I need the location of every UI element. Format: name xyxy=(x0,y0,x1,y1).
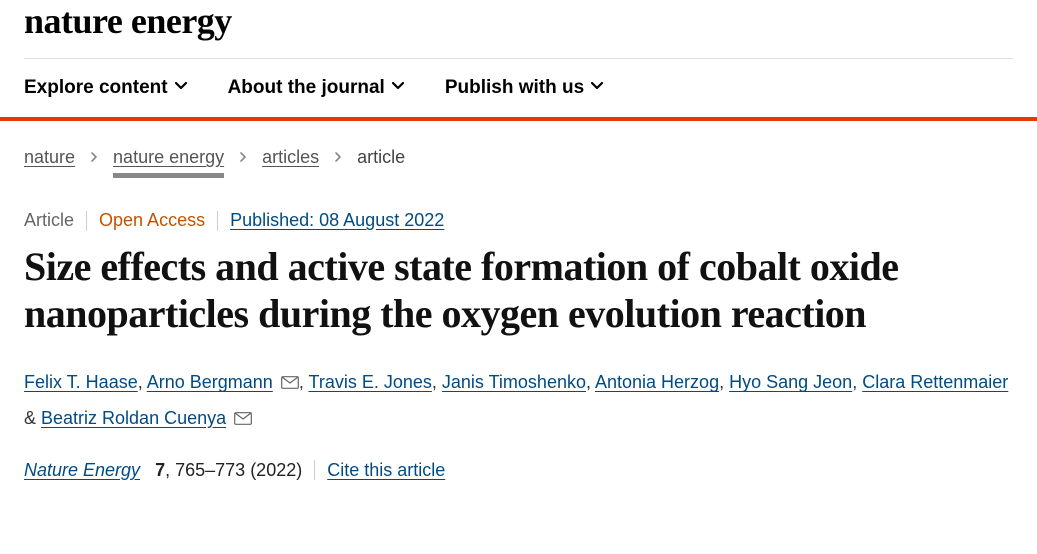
author-link[interactable]: Antonia Herzog xyxy=(595,372,719,392)
breadcrumb-emphasis-bar xyxy=(113,173,224,178)
nav-explore-content[interactable]: Explore content xyxy=(24,77,188,99)
citation-row: Nature Energy 7, 765–773 (2022) Cite thi… xyxy=(0,436,1037,493)
chevron-right-icon xyxy=(89,150,99,166)
breadcrumb-nature-energy[interactable]: nature energy xyxy=(113,147,224,168)
breadcrumb-current: article xyxy=(357,147,405,168)
citation-pages: , 765–773 (2022) xyxy=(165,460,302,480)
meta-divider xyxy=(314,460,315,480)
nav-label: About the journal xyxy=(228,77,385,99)
citation-volume: 7 xyxy=(155,460,165,480)
journal-name[interactable]: nature energy xyxy=(24,0,1013,42)
breadcrumb-label: nature energy xyxy=(113,147,224,167)
chevron-right-icon xyxy=(238,150,248,166)
chevron-down-icon xyxy=(174,77,188,99)
breadcrumb: nature nature energy articles article xyxy=(0,121,1037,172)
breadcrumb-nature[interactable]: nature xyxy=(24,147,75,168)
author-link[interactable]: Travis E. Jones xyxy=(309,372,432,392)
nav-bar: Explore content About the journal Publis… xyxy=(0,59,1037,117)
meta-divider xyxy=(86,211,87,231)
chevron-down-icon xyxy=(391,77,405,99)
meta-divider xyxy=(217,211,218,231)
cite-article-link[interactable]: Cite this article xyxy=(327,460,445,481)
article-title: Size effects and active state formation … xyxy=(0,239,1037,347)
nav-label: Publish with us xyxy=(445,77,584,99)
meta-row: Article Open Access Published: 08 August… xyxy=(0,172,1037,239)
mail-icon[interactable] xyxy=(281,366,299,400)
chevron-right-icon xyxy=(333,150,343,166)
chevron-down-icon xyxy=(590,77,604,99)
author-link[interactable]: Beatriz Roldan Cuenya xyxy=(41,408,226,428)
citation-journal[interactable]: Nature Energy xyxy=(24,460,140,480)
article-type-label: Article xyxy=(24,210,74,231)
author-link[interactable]: Janis Timoshenko xyxy=(442,372,586,392)
published-date[interactable]: Published: 08 August 2022 xyxy=(230,210,444,231)
authors-list: Felix T. Haase, Arno Bergmann , Travis E… xyxy=(0,347,1037,435)
author-link[interactable]: Clara Rettenmaier xyxy=(862,372,1008,392)
nav-about-journal[interactable]: About the journal xyxy=(228,77,405,99)
breadcrumb-articles[interactable]: articles xyxy=(262,147,319,168)
author-link[interactable]: Felix T. Haase xyxy=(24,372,138,392)
open-access-label: Open Access xyxy=(99,210,205,231)
author-link[interactable]: Hyo Sang Jeon xyxy=(729,372,852,392)
mail-icon[interactable] xyxy=(234,402,252,436)
nav-label: Explore content xyxy=(24,77,168,99)
nav-publish-with-us[interactable]: Publish with us xyxy=(445,77,604,99)
author-link[interactable]: Arno Bergmann xyxy=(147,372,273,392)
